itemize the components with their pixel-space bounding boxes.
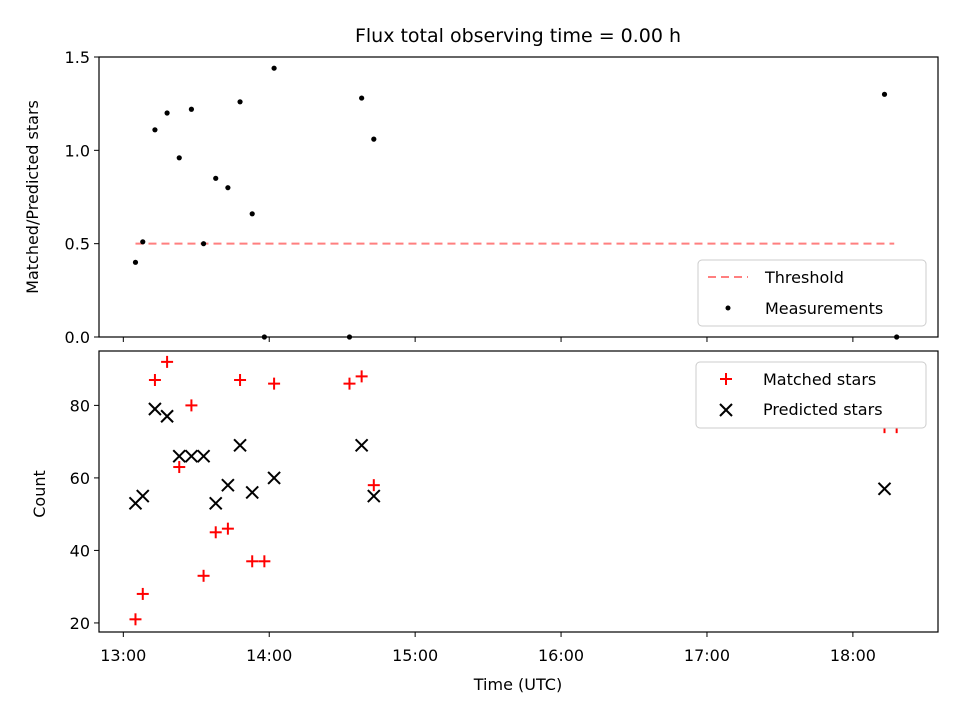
y-tick-label: 1.5 bbox=[65, 48, 90, 67]
count-y-label: Count bbox=[30, 470, 49, 518]
predicted-star-point bbox=[196, 449, 211, 463]
measurements-legend-swatch bbox=[725, 305, 731, 311]
count-legend-box bbox=[695, 361, 927, 429]
count-legend: Matched stars Predicted stars bbox=[695, 361, 927, 429]
measurement-point bbox=[176, 155, 182, 161]
predicted-legend-swatch bbox=[719, 403, 733, 417]
measurements-legend-label: Measurements bbox=[765, 299, 883, 318]
x-tick-label: 16:00 bbox=[538, 646, 584, 665]
measurement-point bbox=[371, 136, 377, 142]
measurement-point bbox=[200, 241, 207, 247]
matched-star-point bbox=[136, 587, 149, 600]
y-tick-label: 0.0 bbox=[65, 328, 90, 347]
predicted-star-point bbox=[136, 489, 150, 503]
matched-star-point bbox=[367, 479, 380, 492]
matched-legend-label: Matched stars bbox=[763, 370, 876, 389]
matched-star-point bbox=[173, 461, 186, 474]
matched-star-point bbox=[185, 399, 198, 412]
y-tick-label: 0.5 bbox=[65, 235, 90, 254]
predicted-star-point bbox=[245, 485, 259, 500]
x-axis-label: Time (UTC) bbox=[473, 675, 562, 694]
x-tick-label: 14:00 bbox=[246, 646, 292, 665]
measurement-point bbox=[140, 239, 146, 245]
ratio-panel-frame bbox=[98, 56, 939, 338]
measurement-point bbox=[271, 65, 277, 71]
measurement-point bbox=[152, 127, 158, 133]
predicted-star-point bbox=[148, 402, 162, 416]
matched-star-point bbox=[221, 522, 234, 535]
matched-star-point bbox=[161, 355, 174, 368]
y-tick-label: 1.0 bbox=[65, 141, 90, 160]
measurement-point bbox=[249, 211, 255, 217]
predicted-star-point bbox=[877, 482, 892, 496]
matched-star-point bbox=[355, 370, 368, 383]
predicted-star-point bbox=[267, 471, 281, 485]
matched-star-point bbox=[129, 613, 142, 626]
y-tick-label: 80 bbox=[70, 396, 90, 415]
matched-star-point bbox=[258, 555, 271, 568]
matched-star-point bbox=[148, 374, 161, 387]
chart-title: Flux total observing time = 0.00 h bbox=[355, 25, 681, 47]
x-tick-label: 15:00 bbox=[392, 646, 438, 665]
ratio-y-label: Matched/Predicted stars bbox=[23, 100, 42, 294]
predicted-star-point bbox=[160, 409, 174, 423]
count-panel: 20 40 60 80 13:00 14:00 15:00 16:00 17:00 18:00 C… bbox=[30, 350, 939, 694]
matched-star-point bbox=[246, 555, 259, 568]
measurement-point bbox=[188, 106, 195, 112]
measurement-point bbox=[237, 99, 243, 105]
measurement-point bbox=[164, 110, 170, 116]
matched-star-point bbox=[209, 526, 222, 539]
predicted-star-point bbox=[221, 478, 235, 492]
ratio-legend-box bbox=[697, 259, 927, 327]
measurement-point bbox=[213, 175, 219, 181]
ratio-panel: 0.0 0.5 1.0 1.5 Matched/Predicted stars Thr… bbox=[23, 48, 939, 347]
predicted-star-point bbox=[354, 438, 369, 452]
matched-star-point bbox=[343, 377, 356, 390]
matched-star-point bbox=[268, 377, 281, 390]
matched-star-point bbox=[234, 374, 247, 387]
matched-star-point bbox=[197, 569, 210, 582]
measurement-point bbox=[359, 95, 365, 101]
count-panel-frame bbox=[98, 350, 939, 633]
predicted-star-point bbox=[367, 489, 381, 503]
x-tick-label: 13:00 bbox=[100, 646, 146, 665]
threshold-legend-label: Threshold bbox=[764, 268, 844, 287]
y-tick-label: 40 bbox=[70, 541, 90, 560]
predicted-star-point bbox=[209, 496, 223, 510]
matched-legend-swatch bbox=[720, 373, 732, 385]
y-tick-label: 60 bbox=[70, 469, 90, 488]
measurement-point bbox=[881, 91, 888, 97]
ratio-legend: Threshold Measurements bbox=[697, 259, 927, 327]
predicted-star-point bbox=[184, 449, 199, 463]
predicted-star-point bbox=[172, 449, 186, 463]
measurement-point bbox=[132, 259, 139, 265]
predicted-star-point bbox=[233, 438, 247, 452]
x-tick-label: 17:00 bbox=[684, 646, 730, 665]
measurement-point bbox=[225, 185, 231, 191]
x-tick-label: 18:00 bbox=[830, 646, 876, 665]
y-tick-label: 20 bbox=[70, 614, 90, 633]
predicted-legend-label: Predicted stars bbox=[763, 400, 883, 419]
